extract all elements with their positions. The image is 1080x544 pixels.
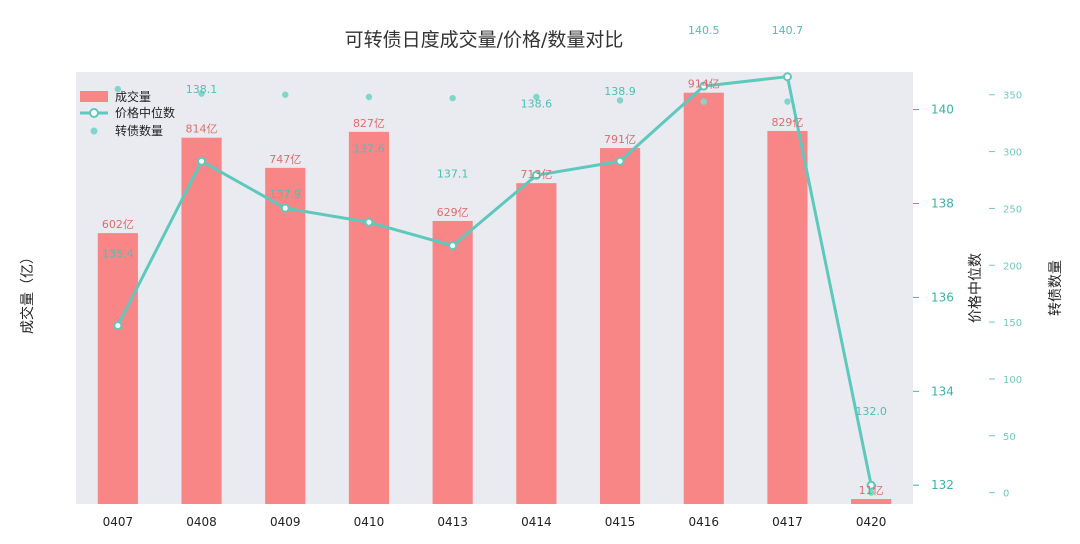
bar-0409 — [265, 167, 306, 504]
bar-0408 — [181, 137, 222, 504]
price-point-0417 — [782, 72, 792, 82]
price-label-0415: 138.9 — [604, 85, 636, 98]
price-label-0420: 132.0 — [855, 405, 887, 418]
count-tick-250: 250 — [1003, 204, 1022, 215]
left-axis-label: 成交量（亿） — [19, 250, 36, 334]
x-tick-0416: 0416 — [688, 515, 719, 529]
bar-label-0410: 827亿 — [353, 117, 385, 130]
count-scatter-layer — [114, 85, 875, 496]
bar-label-0413: 629亿 — [437, 206, 469, 219]
x-tick-0420: 0420 — [856, 515, 887, 529]
price-tick-138: 138 — [931, 196, 954, 210]
price-label-0410: 137.6 — [353, 142, 385, 155]
legend-swatch-volume — [80, 91, 108, 102]
bar-label-0420: 11亿 — [859, 484, 884, 497]
x-tick-0409: 0409 — [270, 515, 301, 529]
price-axis: 132 134 136 138 140 — [913, 103, 954, 492]
count-axis-label: 转债数量 — [1048, 260, 1064, 316]
count-point-0415 — [616, 97, 624, 104]
legend-label-price: 价格中位数 — [115, 105, 175, 120]
x-tick-0410: 0410 — [354, 515, 385, 529]
count-point-0414 — [533, 93, 540, 101]
price-point-0409 — [280, 203, 290, 213]
count-point-0410 — [365, 93, 373, 101]
price-tick-132: 132 — [931, 478, 954, 492]
bar-0420 — [851, 499, 892, 504]
legend-swatch-count — [90, 127, 98, 135]
count-tick-150: 150 — [1003, 318, 1022, 329]
legend-label-volume: 成交量 — [115, 89, 151, 104]
bar-0417 — [767, 130, 808, 504]
price-tick-140: 140 — [931, 103, 954, 117]
count-point-0420 — [867, 489, 875, 496]
bar-0410 — [348, 131, 390, 504]
price-point-0413 — [448, 241, 458, 251]
bar-0407 — [97, 233, 138, 504]
count-point-0417 — [784, 98, 791, 105]
count-point-0407 — [114, 85, 122, 93]
price-tick-136: 136 — [931, 290, 954, 304]
bars-layer — [97, 92, 892, 505]
bar-label-0408: 814亿 — [186, 123, 218, 136]
legend: 成交量 价格中位数 转债数量 — [80, 89, 175, 138]
bar-label-0409: 747亿 — [269, 153, 301, 166]
price-label-0414: 138.6 — [521, 97, 553, 110]
price-point-0416 — [699, 81, 709, 91]
x-tick-0408: 0408 — [186, 515, 217, 529]
bar-label-0417: 829亿 — [771, 116, 803, 129]
labels-layer: 602亿 814亿 747亿 827亿 629亿 713亿 791亿 914亿 829亿 11亿 1… — [102, 24, 887, 497]
bar-0413 — [432, 220, 473, 504]
count-tick-50: 50 — [1003, 432, 1016, 443]
x-tick-0415: 0415 — [605, 515, 636, 529]
price-point-0414 — [531, 170, 541, 180]
count-point-0408 — [198, 90, 205, 97]
bar-label-0415: 791亿 — [604, 133, 636, 146]
count-tick-0: 0 — [1003, 489, 1009, 500]
chart-title: 可转债日度成交量/价格/数量对比 — [345, 29, 624, 51]
count-axis: 0 50 100 150 200 250 300 350 — [989, 91, 1022, 500]
price-label-0409: 137.9 — [270, 188, 302, 201]
x-tick-0414: 0414 — [521, 515, 552, 529]
bar-label-0414: 713亿 — [520, 168, 552, 181]
count-point-0416 — [700, 98, 707, 105]
price-point-0408 — [197, 156, 207, 166]
price-label-0408: 138.1 — [186, 83, 218, 96]
price-label-0407: 135.4 — [102, 248, 134, 261]
x-tick-0417: 0417 — [772, 515, 803, 529]
price-point-0407 — [113, 321, 123, 331]
price-tick-134: 134 — [931, 384, 954, 398]
price-axis-label: 价格中位数 — [968, 253, 984, 323]
price-line-layer — [113, 72, 876, 490]
x-tick-0413: 0413 — [437, 515, 468, 529]
price-point-0415 — [615, 156, 625, 166]
count-tick-350: 350 — [1003, 91, 1022, 102]
price-label-0413: 137.1 — [437, 168, 469, 181]
bar-label-0407: 602亿 — [102, 218, 134, 231]
count-tick-100: 100 — [1003, 375, 1022, 386]
x-tick-0407: 0407 — [103, 515, 134, 529]
bar-0414 — [516, 183, 557, 504]
price-point-0410 — [364, 217, 374, 227]
price-label-0416: 140.5 — [688, 24, 720, 37]
legend-label-count: 转债数量 — [115, 123, 163, 138]
price-line — [116, 75, 873, 486]
bar-0416 — [683, 92, 724, 504]
bar-label-0416: 914亿 — [688, 78, 720, 91]
legend-swatch-price-marker — [89, 108, 99, 118]
count-tick-300: 300 — [1003, 148, 1022, 159]
price-point-0420 — [866, 480, 876, 490]
x-axis: 0407 0408 0409 0410 0413 0414 0415 0416 0417 0420 — [103, 515, 887, 529]
price-label-0417: 140.7 — [772, 24, 804, 37]
count-point-0413 — [449, 94, 456, 102]
count-point-0409 — [282, 91, 289, 98]
bar-0415 — [599, 148, 641, 505]
count-tick-200: 200 — [1003, 261, 1022, 272]
